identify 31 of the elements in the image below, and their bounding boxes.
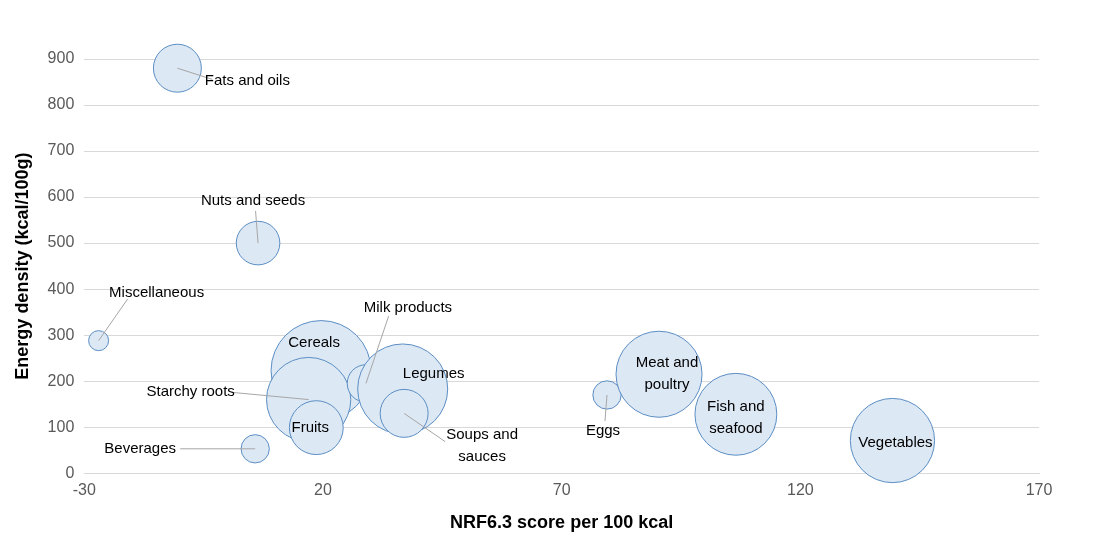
y-tick-label: 400 [47,279,75,297]
y-tick-label: 200 [47,371,75,389]
x-tick-label: 70 [552,481,571,499]
y-tick-label: 100 [47,417,75,435]
annotation: Starchy roots [146,381,235,399]
x-tick-label: 120 [786,481,814,499]
annotation: Cereals [288,332,340,350]
annotation: Meat and poultry [635,353,699,393]
annotation: Miscellaneous [109,282,205,300]
annotation: Legumes [402,364,465,382]
annotation: Fruits [291,417,330,435]
annotation: Fats and oils [204,71,290,89]
x-tick-label: 20 [314,481,332,499]
annotation: Milk products [363,297,453,315]
y-tick-label: 500 [47,233,75,251]
x-axis-title: NRF6.3 score per 100 kcal [450,512,674,533]
annotation: Fish and seafood [707,397,765,437]
annotation: Eggs [585,421,621,439]
x-tick-label: 170 [1025,481,1053,499]
y-tick-label: 600 [47,187,75,205]
y-axis-title: Energy density (kcal/100g) [11,152,32,380]
y-tick-label: 300 [47,325,75,343]
annotation: Beverages [104,438,177,456]
y-tick-label: 800 [47,95,75,113]
x-tick-label: -30 [72,481,96,499]
annotation: Vegetables [858,432,933,450]
y-tick-label: 900 [47,49,75,67]
annotation: Nuts and seeds [200,191,306,209]
y-tick-label: 700 [47,141,75,159]
annotation: Soups and sauces [446,424,518,464]
y-tick-label: 0 [65,463,75,481]
